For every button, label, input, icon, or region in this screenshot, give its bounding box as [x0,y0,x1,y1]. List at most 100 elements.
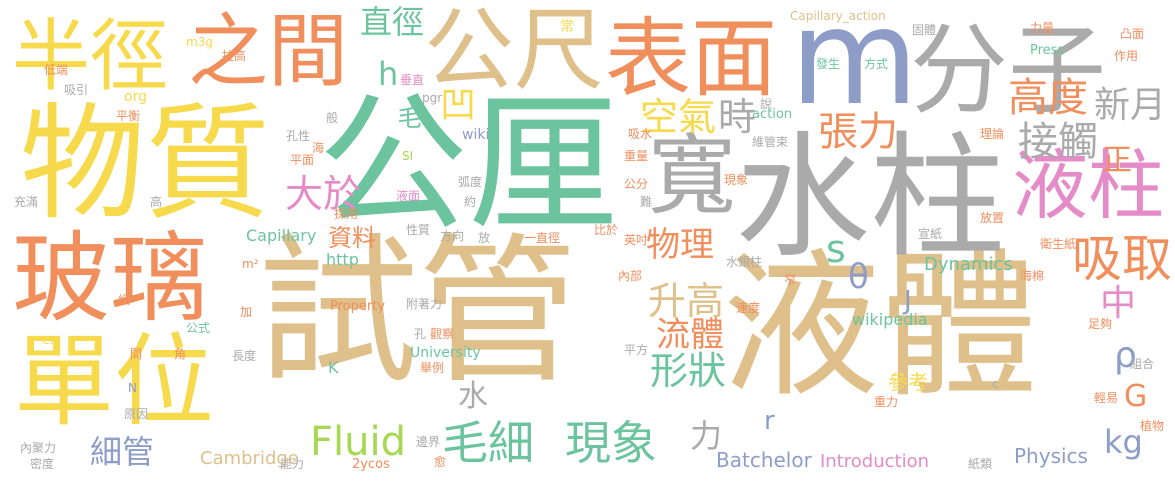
word: m [790,0,919,135]
word: 凸面 [1120,27,1145,41]
word: Dynamics [924,254,1013,275]
word: 足夠 [1088,317,1113,331]
word: 公式 [186,321,211,335]
word: 附著力 [406,297,443,311]
word: 角 [174,347,187,361]
word: 形狀 [650,349,727,393]
word: 空氣 [640,95,717,139]
word: 液體 [722,235,1038,419]
word: 吸取 [1072,230,1172,288]
word: 水銀柱 [726,255,763,269]
word: 充滿 [14,195,39,209]
word: 密度 [30,457,55,471]
word: Capillary [246,226,317,245]
word: J [904,286,912,316]
word: wikipedia [852,310,928,329]
word: 時 [718,95,757,139]
word: G [1124,379,1148,414]
word: 孔性 [286,129,311,143]
word: 原因 [124,407,149,421]
word: 作用 [1114,49,1139,63]
word: 放 [478,231,491,245]
word: 愈 [434,455,447,469]
word: 性質 [406,223,431,237]
word: University [410,345,481,361]
word: s [826,227,846,271]
word: 2ycos [352,457,390,472]
word: en [42,333,59,348]
word: 海 [312,141,325,155]
word: N [128,381,137,395]
word: Introduction [820,451,930,472]
word: 水 [458,379,488,414]
word: 方向 [440,229,465,243]
word: 難 [640,195,653,209]
word: 寬 [648,124,737,227]
word: Cambridge [200,448,299,469]
word: 正 [1102,143,1132,178]
word: 比於 [594,223,619,237]
word: 重力 [874,395,899,409]
word: 水柱 [735,119,1005,276]
word: 液柱 [1012,141,1164,230]
word: 半徑 [12,12,169,102]
word: 能力 [280,457,305,471]
word: 吸引 [64,83,89,97]
word: http [326,250,359,269]
word: θ [848,257,869,297]
word: Property [330,299,386,314]
word: 紙類 [968,457,993,471]
word: 說 [760,97,773,111]
word: 採用 [334,207,359,221]
word: 約 [464,195,477,209]
word: 平方 [624,343,649,357]
word: 方式 [864,57,889,71]
word: org [124,89,147,105]
word: 試管 [258,218,579,405]
word: 宣紙 [918,227,943,241]
word: 舉例 [420,361,445,375]
word: 放置 [980,211,1005,225]
word: 毛細 [442,416,534,470]
word: 升高 [648,279,725,323]
word: 一直徑 [524,231,561,245]
word: 孔 [414,327,427,341]
word: 固體 [912,23,937,37]
word: Press [1030,43,1065,58]
word: 低端 [44,63,69,77]
word: 加 [240,305,253,319]
word: 表面 [605,9,777,109]
word: 現象 [724,173,749,187]
word: 物質 [20,92,270,237]
word: 高 [150,195,163,209]
word: Capillary_action [790,9,886,23]
word: 資料 [328,224,376,252]
word: kg [1104,423,1143,461]
word: 發生 [816,57,841,71]
word: 垂直 [400,73,425,87]
word: 毛 [393,105,421,129]
word: 大於 [285,172,362,216]
word: 海棉 [1020,269,1045,283]
word: 輕易 [1094,391,1119,405]
word: c [992,377,999,391]
word: 細 [118,293,131,307]
word: action [752,107,793,122]
word: 平面 [290,153,315,167]
word: 公尺 [424,0,604,103]
word: 般 [326,111,339,125]
word: ρ [1114,335,1137,376]
word: 吸水 [628,127,653,141]
word: 長度 [232,349,257,363]
word: r [764,406,775,436]
word: 邊界 [416,435,441,449]
word: 力量 [1030,21,1055,35]
word: 內部 [618,269,643,283]
word: 分子 [910,14,1107,128]
word: SI [402,149,414,163]
word: h [378,55,399,93]
word: 重量 [624,149,649,163]
word: 觀察 [430,327,455,341]
word: 窄 [784,273,797,287]
